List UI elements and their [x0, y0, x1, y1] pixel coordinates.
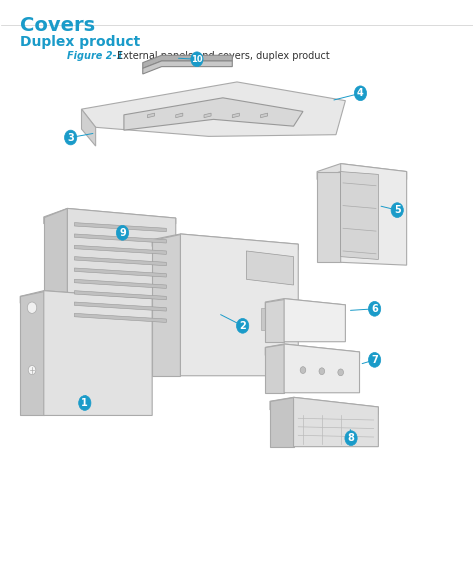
Bar [261, 308, 268, 331]
Text: Figure 2-1: Figure 2-1 [67, 51, 124, 62]
Polygon shape [44, 209, 176, 224]
Polygon shape [265, 344, 284, 393]
Polygon shape [67, 209, 176, 325]
Circle shape [117, 226, 128, 240]
Text: 5: 5 [394, 205, 401, 215]
Bar [279, 308, 286, 331]
Polygon shape [74, 268, 166, 277]
Polygon shape [270, 397, 378, 414]
Polygon shape [293, 397, 378, 447]
Text: 1: 1 [82, 398, 88, 408]
Polygon shape [44, 291, 152, 416]
Text: 7: 7 [371, 355, 378, 365]
Text: 6: 6 [371, 304, 378, 314]
Polygon shape [176, 113, 183, 117]
Text: 2: 2 [239, 321, 246, 331]
Circle shape [391, 203, 403, 218]
Polygon shape [265, 299, 284, 342]
Polygon shape [152, 234, 181, 376]
Polygon shape [284, 344, 359, 393]
Polygon shape [82, 82, 346, 136]
Polygon shape [20, 291, 44, 416]
Polygon shape [74, 245, 166, 254]
Text: 4: 4 [357, 88, 364, 98]
Circle shape [300, 367, 306, 373]
Circle shape [79, 396, 91, 410]
Polygon shape [74, 314, 166, 323]
Polygon shape [265, 344, 359, 359]
Polygon shape [232, 113, 239, 117]
Polygon shape [341, 172, 378, 259]
Circle shape [64, 130, 77, 145]
Circle shape [28, 365, 36, 374]
Circle shape [338, 369, 344, 376]
Polygon shape [317, 164, 407, 180]
Polygon shape [124, 98, 303, 130]
Bar [270, 308, 277, 331]
Polygon shape [204, 113, 211, 117]
Text: 8: 8 [347, 433, 355, 443]
Polygon shape [74, 256, 166, 266]
Circle shape [319, 368, 325, 374]
Polygon shape [261, 113, 268, 117]
Polygon shape [74, 302, 166, 311]
Circle shape [191, 52, 203, 67]
Text: Covers: Covers [20, 15, 95, 35]
Polygon shape [143, 61, 232, 74]
Polygon shape [317, 172, 341, 262]
Circle shape [27, 302, 36, 314]
Polygon shape [74, 279, 166, 288]
Circle shape [368, 352, 381, 367]
Polygon shape [341, 164, 407, 265]
Text: 9: 9 [119, 228, 126, 238]
Circle shape [237, 319, 249, 333]
Polygon shape [74, 223, 166, 231]
Polygon shape [284, 299, 346, 342]
Text: 10: 10 [191, 55, 203, 64]
Polygon shape [82, 109, 96, 146]
Circle shape [345, 431, 357, 446]
Polygon shape [152, 234, 298, 250]
Text: Duplex product: Duplex product [20, 35, 140, 50]
Polygon shape [44, 209, 67, 325]
Polygon shape [246, 251, 293, 285]
Circle shape [355, 86, 366, 101]
Polygon shape [181, 234, 298, 376]
Text: 3: 3 [67, 132, 74, 142]
Polygon shape [74, 291, 166, 300]
Polygon shape [143, 55, 232, 68]
Polygon shape [20, 291, 152, 304]
Polygon shape [147, 113, 155, 117]
Polygon shape [270, 397, 293, 447]
Circle shape [368, 302, 381, 316]
Polygon shape [74, 234, 166, 243]
Text: External panels and covers, duplex product: External panels and covers, duplex produ… [117, 51, 329, 62]
Polygon shape [265, 299, 346, 311]
